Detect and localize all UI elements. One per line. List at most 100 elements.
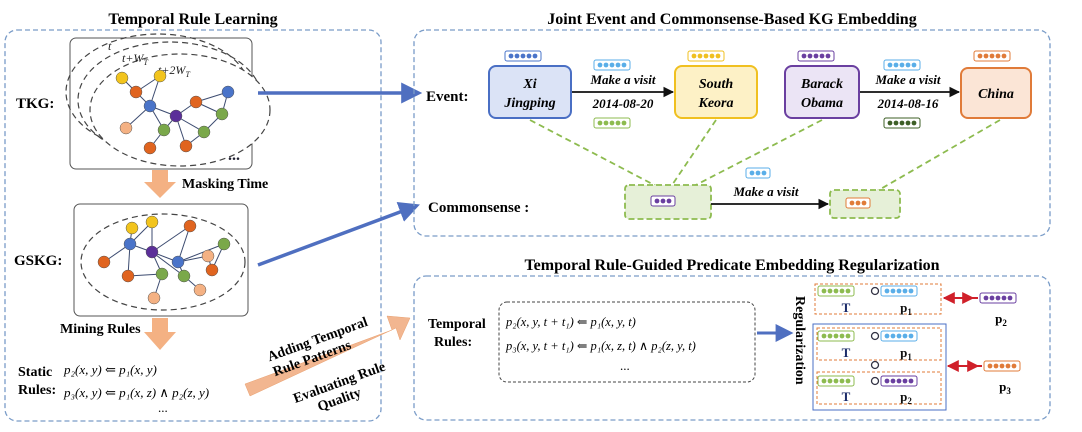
gskg-node: [183, 219, 197, 233]
rule-pattern-arrow-text: Adding Temporal Rule Patterns Evaluating…: [266, 315, 388, 415]
time-label-t: t: [108, 39, 112, 53]
temporal-rule-2: p₃(x, y, t + t₁) ⇐ p₁(x, z, t) ∧ p₂(z, y…: [505, 339, 696, 353]
chip-reg-p1-2-dot: [896, 333, 902, 339]
chip-relation-2-dot: [887, 62, 893, 68]
chip-reg-p1-2-dot: [908, 333, 914, 339]
chip-reg-p2-3-dot: [896, 378, 902, 384]
chip-obama-dot: [819, 53, 825, 59]
chip-reg-T-1-dot: [833, 288, 839, 294]
chip-south-keora-dot: [697, 53, 703, 59]
tkg-node: [179, 139, 193, 153]
reg-block-1: [814, 283, 942, 315]
gskg-box: [73, 203, 249, 317]
gskg-node: [205, 263, 219, 277]
top-right-panel-frame: [413, 29, 1051, 237]
tkg-label: TKG:: [16, 96, 54, 112]
relation-1-label: Make a visit: [590, 72, 656, 87]
static-rule-ellipsis: ...: [158, 400, 168, 415]
chip-xi-dot: [526, 53, 532, 59]
chip-reg-T-1-dot: [845, 288, 851, 294]
entity-xi-jingping: [488, 65, 572, 119]
reg-block-2: [816, 327, 942, 361]
chip-p3-target-dot: [993, 363, 999, 369]
temporal-rules-box: [498, 301, 756, 383]
tkg-node: [189, 95, 203, 109]
chip-commonsense-relation-dot: [755, 170, 761, 176]
chip-xi-dot: [508, 53, 514, 59]
temporal-rules-label-2: Rules:: [434, 335, 472, 350]
regularization-label: Regularization: [792, 296, 807, 385]
mining-rules-arrow: [144, 318, 176, 350]
reg-p2-3: p2: [900, 389, 912, 406]
chip-south-keora-dot: [691, 53, 697, 59]
embedding-chips: [504, 50, 1021, 387]
chip-time-2-dot: [905, 120, 911, 126]
chip-reg-p1-1-dot: [884, 288, 890, 294]
chip-commonsense-tail-dot: [849, 200, 855, 206]
chip-obama-dot: [825, 53, 831, 59]
tkg-graph: [115, 69, 235, 155]
chip-relation-1-dot: [609, 62, 615, 68]
gskg-node: [147, 291, 161, 305]
chip-reg-T-3-dot: [827, 378, 833, 384]
chip-reg-p1-2-dot: [902, 333, 908, 339]
chip-reg-p1-1-dot: [908, 288, 914, 294]
gskg-node: [121, 269, 135, 283]
chip-relation-1-dot: [621, 62, 627, 68]
chip-p3-target-dot: [1005, 363, 1011, 369]
chip-reg-T-3-dot: [839, 378, 845, 384]
mining-rules-label: Mining Rules: [60, 322, 141, 337]
tkg-node: [215, 107, 229, 121]
chip-p2-target-dot: [1001, 295, 1007, 301]
chip-xi-dot: [514, 53, 520, 59]
chip-china-dot: [977, 53, 983, 59]
chip-reg-T-2-dot: [821, 333, 827, 339]
chip-relation-1-dot: [615, 62, 621, 68]
chip-commonsense-relation-dot: [749, 170, 755, 176]
chip-commonsense-tail-dot: [861, 200, 867, 206]
gskg-node: [125, 221, 139, 235]
gskg-graph: [97, 215, 231, 305]
chip-reg-T-2-dot: [833, 333, 839, 339]
chip-reg-T-3-dot: [821, 378, 827, 384]
tkg-node: [221, 85, 235, 99]
gskg-node: [201, 249, 215, 263]
reg-p1-1: p1: [900, 300, 912, 317]
gskg-node: [193, 283, 207, 297]
time-label-t1: t+WT: [122, 51, 148, 67]
gskg-node: [177, 269, 191, 283]
bottom-right-panel-frame: [413, 275, 1051, 421]
chip-commonsense-head-dot: [654, 198, 660, 204]
entity-ob-label-2: Obama: [801, 96, 843, 111]
reg-T-3: T: [842, 389, 851, 404]
static-rules-label-1: Static: [18, 365, 52, 380]
entity-china-label: China: [978, 87, 1014, 102]
gskg-node: [123, 237, 137, 251]
entity-ob-label-1: Barack: [800, 77, 843, 92]
gskg-edge: [151, 225, 191, 253]
temporal-rules-label-1: Temporal: [428, 317, 486, 332]
chip-xi-dot: [520, 53, 526, 59]
chip-reg-p1-2-dot: [884, 333, 890, 339]
tkg-node: [157, 123, 171, 137]
bottom-right-panel-title: Temporal Rule-Guided Predicate Embedding…: [524, 257, 939, 274]
chip-reg-p2-3-dot: [908, 378, 914, 384]
chip-p2-target-dot: [983, 295, 989, 301]
chip-time-1-dot: [597, 120, 603, 126]
chip-reg-p1-1-dot: [890, 288, 896, 294]
chip-reg-T-3-dot: [833, 378, 839, 384]
tkg-node: [143, 141, 157, 155]
chip-obama-dot: [807, 53, 813, 59]
chip-commonsense-head-dot: [666, 198, 672, 204]
reg-block-3: [816, 371, 942, 405]
relation-2-date: 2014-08-16: [877, 96, 939, 111]
chip-china-dot: [983, 53, 989, 59]
relation-1-date: 2014-08-20: [592, 96, 654, 111]
top-right-panel-title: Joint Event and Commonsense-Based KG Emb…: [547, 11, 916, 28]
p3-target-label: p3: [999, 379, 1011, 396]
chip-reg-p1-2-dot: [890, 333, 896, 339]
chip-south-keora-dot: [715, 53, 721, 59]
chip-time-2-dot: [893, 120, 899, 126]
chip-time-1-dot: [603, 120, 609, 126]
tkg-node: [129, 85, 143, 99]
